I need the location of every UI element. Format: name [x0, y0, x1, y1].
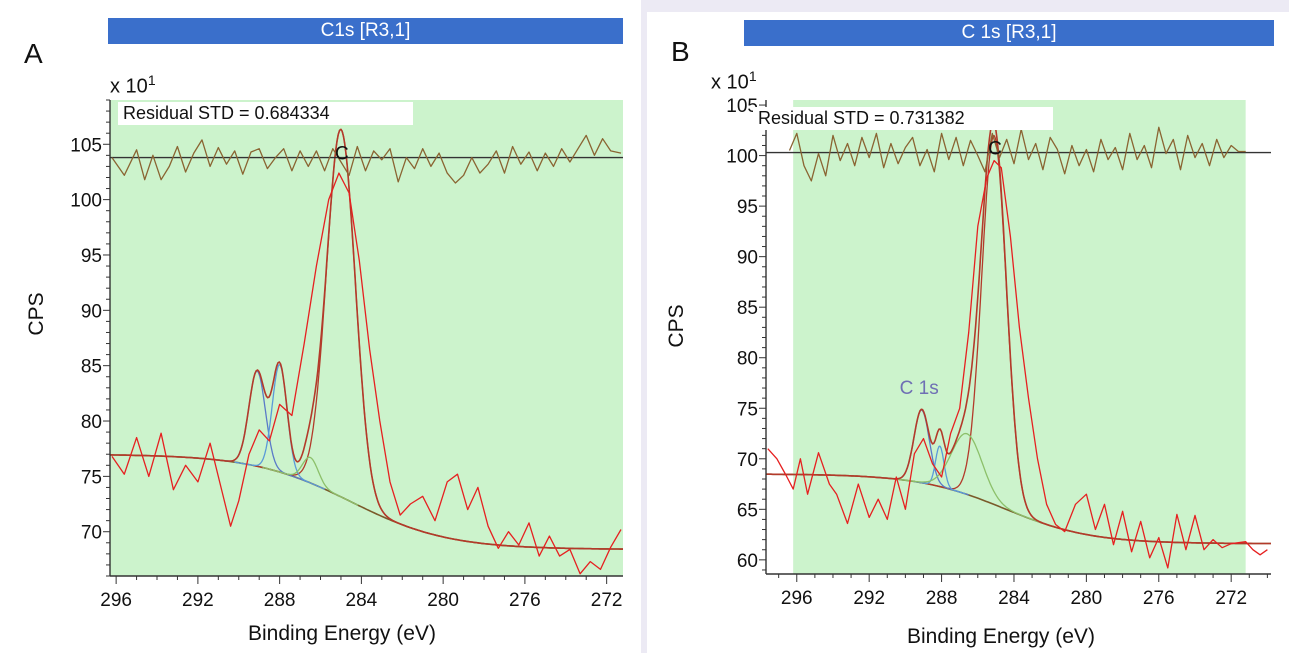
panel-b-y-tick-label: 65 — [737, 500, 758, 521]
panel-a-multiplier: x 101 — [110, 72, 156, 99]
panel-a-y-tick-label: 100 — [70, 191, 102, 212]
panel-b-residual-std: Residual STD = 0.731382 — [753, 107, 1053, 130]
panel-b-x-tick-label: 280 — [1071, 588, 1103, 609]
panel-a-residual-std: Residual STD = 0.684334 — [118, 102, 413, 125]
panel-a-peak-marker: C — [335, 144, 349, 165]
panel-b: C 1s [R3,1] B x 101 C C 1s 60 65 70 75 80 85 90 9… — [641, 0, 1289, 653]
panel-a: C1s [R3,1] A x 101 C 70 75 80 85 90 95 100 105 29… — [0, 0, 640, 653]
panel-b-peak-label: C 1s — [900, 378, 939, 399]
panel-a-curves — [110, 128, 623, 575]
panel-b-fit-region — [793, 100, 1246, 574]
panel-b-multiplier-exp: 1 — [748, 68, 757, 84]
panel-a-y-tick-label: 80 — [81, 412, 102, 433]
panel-b-y-tick-label: 75 — [737, 399, 758, 420]
panel-a-x-tick-label: 288 — [264, 590, 296, 611]
panel-b-x-tick-label: 272 — [1215, 588, 1247, 609]
panel-a-x-tick-label: 284 — [346, 590, 378, 611]
panel-b-multiplier-base: x 10 — [711, 71, 749, 94]
panel-b-x-tick-label: 276 — [1143, 588, 1175, 609]
panel-b-y-tick-label: 105 — [726, 96, 758, 117]
panel-a-title-bar: C1s [R3,1] — [108, 18, 623, 44]
panel-b-raw-data — [767, 159, 1268, 569]
panel-a-y-tick-label: 95 — [81, 246, 102, 267]
panel-a-component-3 — [234, 364, 326, 490]
panel-a-y-tick-label: 85 — [81, 357, 102, 378]
panel-a-y-axis-label: CPS — [25, 292, 48, 336]
panel-a-y-tick-label: 70 — [81, 523, 102, 544]
panel-b-letter: B — [671, 36, 690, 67]
panel-b-y-tick-label: 70 — [737, 450, 758, 471]
panel-a-chart: C 70 75 80 85 90 95 100 105 296 292 288 284 280 276 272 — [70, 99, 623, 611]
panel-a-x-tick-label: 296 — [100, 590, 132, 611]
panel-b-y-axis-label: CPS — [665, 304, 688, 348]
panel-a-raw-data — [111, 172, 622, 575]
panel-b-residual-curve — [788, 126, 1246, 182]
panel-b-peak-marker: C — [988, 139, 1002, 160]
panel-b-title-bar: C 1s [R3,1] — [744, 20, 1274, 46]
panel-a-component-4 — [262, 456, 359, 506]
panel-b-component-3 — [913, 445, 966, 495]
panel-a-y-tick-label: 90 — [81, 301, 102, 322]
panel-a-letter: A — [24, 38, 43, 69]
panel-b-x-tick-label: 292 — [853, 588, 885, 609]
panel-b-x-tick-label: 288 — [926, 588, 958, 609]
panel-a-x-tick-label: 292 — [182, 590, 214, 611]
panel-a-multiplier-exp: 1 — [147, 72, 156, 88]
panel-b-y-tick-label: 90 — [737, 248, 758, 269]
panel-a-x-tick-label: 272 — [591, 590, 623, 611]
panel-b-x-axis-label: Binding Energy (eV) — [907, 625, 1095, 648]
panel-b-chart: C C 1s 60 65 70 75 80 85 90 95 100 105 296 292 288 284 2… — [726, 96, 1271, 609]
panel-a-x-axis-label: Binding Energy (eV) — [248, 622, 436, 645]
panel-b-y-tick-label: 60 — [737, 551, 758, 572]
panel-a-x-tick-label: 276 — [509, 590, 541, 611]
panel-b-y-tick-label: 95 — [737, 197, 758, 218]
panel-b-y-tick-label: 80 — [737, 349, 758, 370]
panel-b-y-tick-label: 85 — [737, 298, 758, 319]
panel-a-x-tick-label: 280 — [427, 590, 459, 611]
panel-b-x-tick-label: 284 — [998, 588, 1030, 609]
panel-a-y-tick-label: 105 — [70, 135, 102, 156]
panel-a-y-tick-label: 75 — [81, 467, 102, 488]
panel-b-component-4 — [872, 432, 1062, 530]
panel-b-multiplier: x 101 — [711, 68, 757, 95]
panel-a-fit-region — [110, 100, 623, 576]
panel-b-curves — [766, 121, 1271, 569]
panel-b-y-tick-label: 100 — [726, 147, 758, 168]
panel-a-residual-curve — [111, 134, 622, 184]
panel-a-multiplier-base: x 10 — [110, 75, 148, 98]
panel-a-envelope-curve — [110, 128, 623, 550]
panel-b-envelope-curve — [766, 121, 1271, 545]
panel-b-x-tick-label: 296 — [781, 588, 813, 609]
